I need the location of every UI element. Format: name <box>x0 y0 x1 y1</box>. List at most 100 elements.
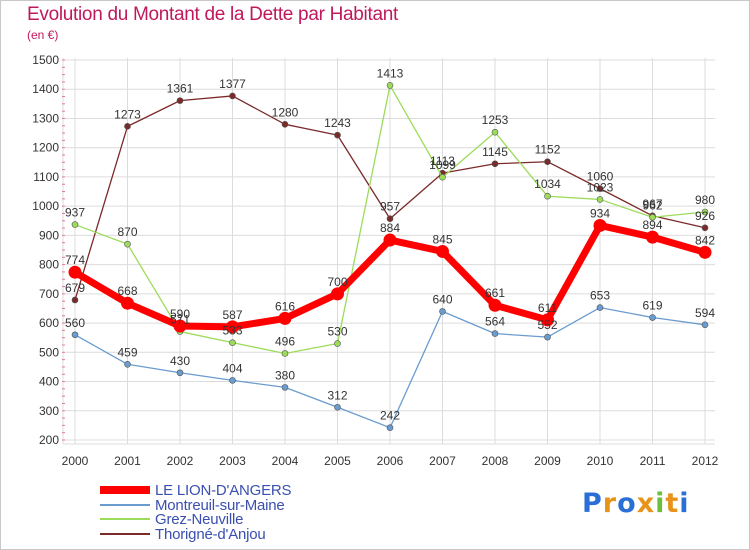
y-tick-label: 400 <box>39 375 59 389</box>
data-label: 640 <box>432 292 452 306</box>
data-label: 1113 <box>430 154 455 168</box>
data-point <box>439 308 446 315</box>
data-label: 962 <box>642 198 662 212</box>
data-point <box>541 313 554 327</box>
data-point <box>176 97 184 104</box>
data-point <box>596 304 604 311</box>
data-label: 380 <box>275 368 295 382</box>
data-label: 1023 <box>587 180 614 194</box>
legend-label: Grez-Neuville <box>155 511 244 528</box>
data-label: 967 <box>642 197 662 211</box>
data-label: 459 <box>117 345 137 359</box>
data-point <box>544 333 551 341</box>
data-point <box>596 185 604 192</box>
data-point <box>386 82 394 89</box>
data-label: 590 <box>170 307 190 321</box>
data-label: 1145 <box>482 145 508 159</box>
data-label: 496 <box>275 334 295 348</box>
data-point <box>124 123 131 130</box>
legend-swatch <box>100 518 150 520</box>
data-point <box>701 321 709 329</box>
data-point <box>281 384 289 391</box>
data-label: 937 <box>65 206 85 220</box>
data-point <box>386 215 394 223</box>
data-point <box>226 320 239 334</box>
legend-label: Thorigné-d'Anjou <box>155 525 266 543</box>
logo-letter: P <box>582 488 603 519</box>
data-point <box>173 319 187 333</box>
data-label: 679 <box>65 281 85 295</box>
y-tick-label: 600 <box>39 316 59 330</box>
data-label: 934 <box>590 206 610 220</box>
y-tick-label: 900 <box>39 228 59 242</box>
line-chart: 200 300 400 500 600 700 800 900 1000 1100 1200 1300… <box>32 53 719 468</box>
chart-subtitle: (en €) <box>27 28 59 42</box>
data-label: 845 <box>432 232 452 246</box>
x-tick-label: 2009 <box>534 454 561 468</box>
data-label: 957 <box>380 200 400 214</box>
data-point <box>68 265 82 279</box>
y-tick-label: 800 <box>39 258 59 272</box>
proxiti-logo: Proxiti <box>582 488 690 519</box>
y-tick-label: 500 <box>39 345 59 359</box>
data-label: 1099 <box>429 158 456 172</box>
y-tick-label: 700 <box>39 287 59 301</box>
data-point <box>229 92 236 100</box>
data-label: 870 <box>117 225 137 239</box>
data-point <box>701 224 709 232</box>
data-label: 1280 <box>272 105 299 119</box>
y-tick-label: 1500 <box>32 53 59 67</box>
data-point <box>121 296 134 310</box>
data-label: 619 <box>642 299 662 313</box>
data-point <box>488 298 502 312</box>
data-label: 564 <box>485 315 505 329</box>
x-tick-label: 2004 <box>272 454 299 468</box>
data-point <box>124 360 131 368</box>
data-label: 894 <box>642 218 662 232</box>
data-point <box>229 339 236 346</box>
data-point <box>71 221 79 228</box>
data-label: 1152 <box>535 143 561 157</box>
chart-title: Evolution du Montant de la Dette par Hab… <box>27 4 398 25</box>
y-tick-label: 1200 <box>32 141 59 155</box>
data-label: 1243 <box>324 116 351 130</box>
data-label: 700 <box>327 275 347 289</box>
x-tick-label: 2002 <box>167 454 194 468</box>
data-label: 571 <box>170 313 190 327</box>
data-point <box>176 369 184 377</box>
data-label: 1034 <box>534 177 561 191</box>
data-point <box>698 245 712 259</box>
logo-letter: i <box>679 488 690 519</box>
data-label: 594 <box>695 306 715 320</box>
x-tick-label: 2008 <box>482 454 509 468</box>
data-point <box>229 377 236 384</box>
logo-letter: o <box>617 488 637 519</box>
data-label: 661 <box>485 286 505 300</box>
data-point <box>386 424 394 432</box>
data-point <box>334 131 341 139</box>
data-label: 1377 <box>219 77 246 91</box>
data-label: 430 <box>170 354 190 368</box>
data-point <box>281 350 289 357</box>
x-tick-label: 2012 <box>692 454 719 468</box>
data-point <box>491 160 499 168</box>
data-point <box>71 331 79 339</box>
data-label: 668 <box>117 284 137 298</box>
data-point <box>701 208 709 216</box>
logo-letter: x <box>636 488 656 519</box>
y-tick-label: 1000 <box>32 199 59 213</box>
legend-swatch <box>100 486 150 494</box>
logo-letter: i <box>655 488 666 519</box>
data-point <box>281 121 289 128</box>
data-label: 842 <box>695 233 715 247</box>
data-point <box>649 314 656 321</box>
data-label: 530 <box>327 325 347 339</box>
legend-label: Montreuil-sur-Maine <box>155 496 285 514</box>
x-tick-label: 2006 <box>377 454 404 468</box>
data-label: 1060 <box>587 170 614 184</box>
data-label: 404 <box>222 361 242 375</box>
legend-swatch <box>100 503 150 506</box>
y-tick-label: 300 <box>39 404 59 418</box>
data-point <box>646 230 659 244</box>
data-label: 552 <box>537 318 557 332</box>
